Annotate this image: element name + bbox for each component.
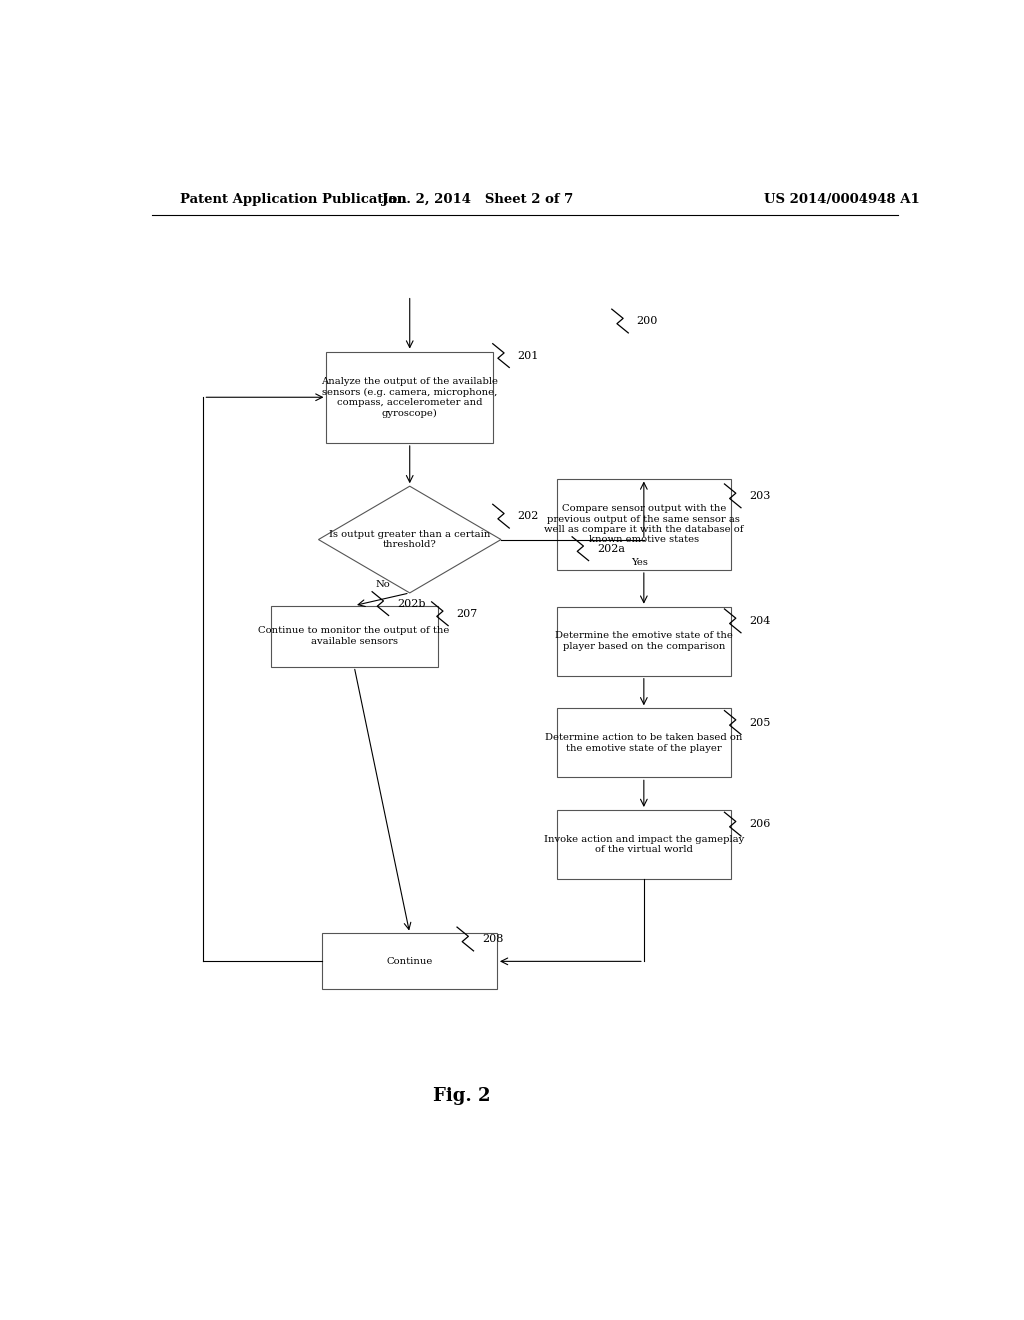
Bar xyxy=(327,351,493,444)
Text: Patent Application Publication: Patent Application Publication xyxy=(179,193,407,206)
Text: 202a: 202a xyxy=(597,544,625,553)
Bar xyxy=(557,607,731,676)
Text: Yes: Yes xyxy=(632,558,648,566)
Bar xyxy=(557,479,731,570)
Bar xyxy=(270,606,437,667)
Text: 205: 205 xyxy=(750,718,771,727)
Text: 202b: 202b xyxy=(397,598,426,609)
Text: 203: 203 xyxy=(750,491,771,500)
Text: 206: 206 xyxy=(750,820,771,829)
Text: Continue: Continue xyxy=(386,957,433,966)
Text: Analyze the output of the available
sensors (e.g. camera, microphone,
compass, a: Analyze the output of the available sens… xyxy=(322,378,499,417)
Text: No: No xyxy=(375,581,390,589)
Text: Compare sensor output with the
previous output of the same sensor as
well as com: Compare sensor output with the previous … xyxy=(544,504,743,544)
Text: Invoke action and impact the gameplay
of the virtual world: Invoke action and impact the gameplay of… xyxy=(544,834,744,854)
Text: 207: 207 xyxy=(457,609,478,619)
Text: US 2014/0004948 A1: US 2014/0004948 A1 xyxy=(764,193,921,206)
Text: Determine the emotive state of the
player based on the comparison: Determine the emotive state of the playe… xyxy=(555,631,733,651)
Bar xyxy=(323,933,497,989)
Text: 201: 201 xyxy=(518,351,539,360)
Text: Continue to monitor the output of the
available sensors: Continue to monitor the output of the av… xyxy=(258,627,450,645)
Text: Jan. 2, 2014   Sheet 2 of 7: Jan. 2, 2014 Sheet 2 of 7 xyxy=(382,193,572,206)
Text: 208: 208 xyxy=(482,935,504,944)
Text: Is output greater than a certain
threshold?: Is output greater than a certain thresho… xyxy=(329,529,490,549)
Text: Determine action to be taken based on
the emotive state of the player: Determine action to be taken based on th… xyxy=(545,733,742,752)
Text: 204: 204 xyxy=(750,616,771,626)
Text: 200: 200 xyxy=(637,315,658,326)
Bar xyxy=(557,810,731,879)
Bar xyxy=(557,709,731,777)
Text: Fig. 2: Fig. 2 xyxy=(432,1086,490,1105)
Text: 202: 202 xyxy=(518,511,539,521)
Polygon shape xyxy=(318,486,501,593)
